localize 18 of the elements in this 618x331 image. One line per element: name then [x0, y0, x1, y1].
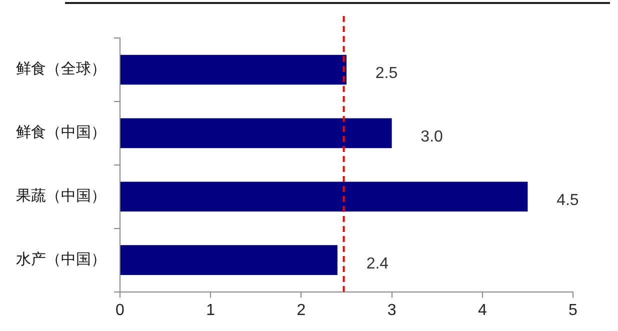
data-label: 2.4 — [366, 255, 389, 272]
x-tick-label: 1 — [206, 302, 216, 319]
bar — [120, 182, 528, 212]
data-label: 3.0 — [420, 128, 444, 146]
y-tick-label: 鲜食（中国） — [16, 123, 106, 142]
data-label: 2.5 — [375, 65, 398, 82]
y-tick-label: 水产（中国） — [16, 250, 106, 268]
y-tick-label: 果蔬（中国） — [16, 186, 106, 205]
bar — [120, 118, 392, 148]
data-label: 4.5 — [556, 192, 579, 210]
x-tick-label: 2 — [296, 302, 306, 319]
x-tick-label: 3 — [387, 302, 396, 319]
x-tick-label: 0 — [116, 302, 125, 319]
y-tick-label: 鲜食（全球） — [16, 60, 106, 78]
bar — [120, 54, 346, 85]
x-tick-label: 4 — [478, 302, 487, 319]
bar — [120, 245, 338, 275]
x-tick-label: 5 — [568, 302, 578, 319]
